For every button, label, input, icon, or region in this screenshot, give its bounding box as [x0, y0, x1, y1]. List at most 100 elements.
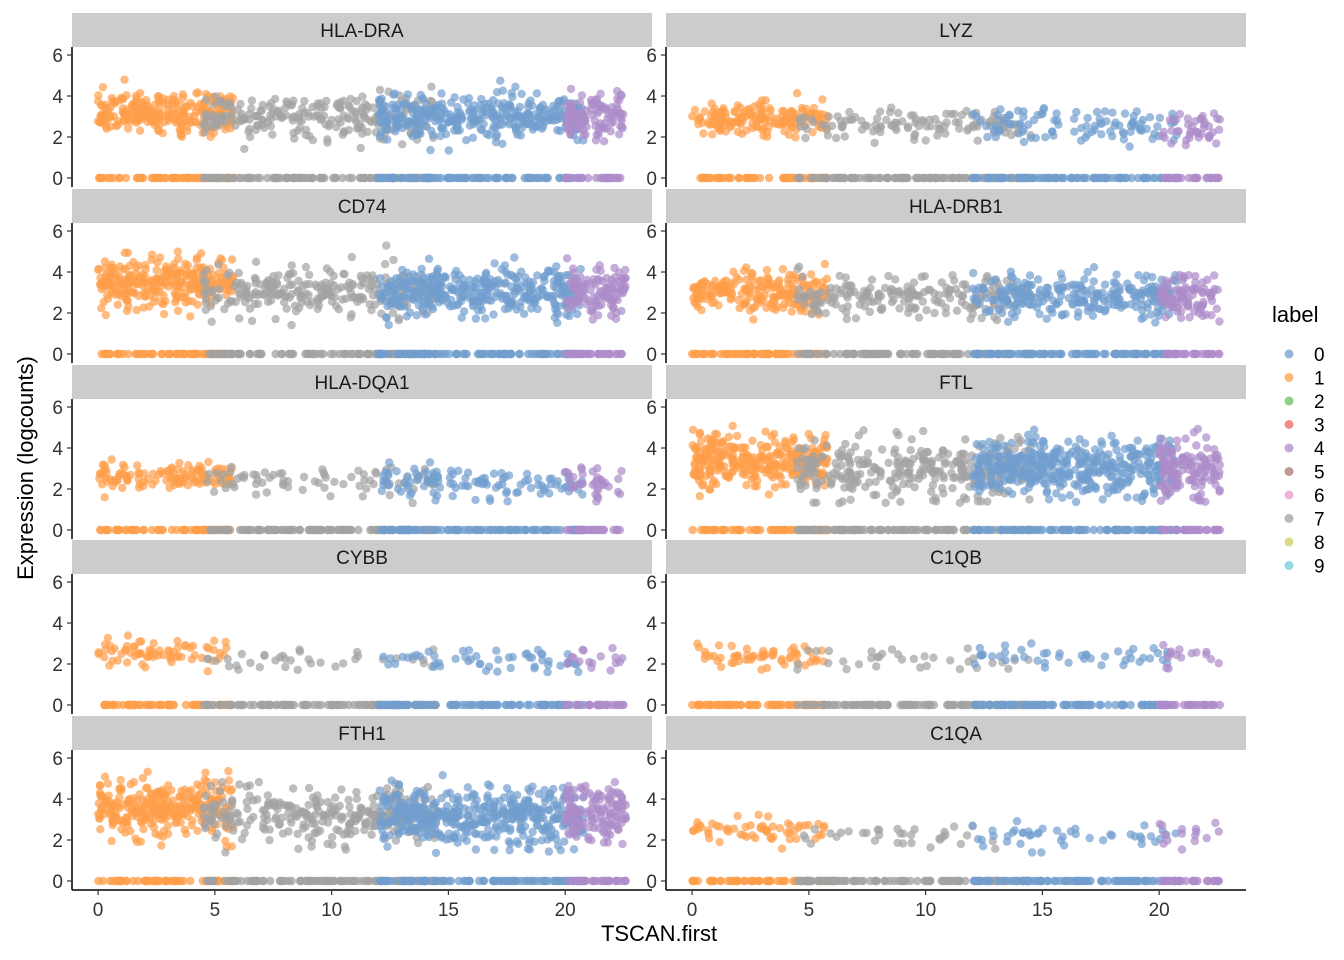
data-point [201, 95, 211, 104]
data-point [403, 90, 412, 99]
data-point [206, 132, 215, 142]
data-point [508, 92, 517, 102]
data-point [1093, 289, 1103, 298]
data-point [178, 478, 187, 487]
data-point [166, 349, 175, 359]
data-point [991, 275, 1001, 284]
data-point [158, 525, 167, 535]
data-point [263, 173, 272, 183]
data-point [434, 100, 443, 110]
data-point [795, 114, 804, 123]
data-point [579, 125, 588, 135]
data-point [222, 173, 231, 183]
data-point [412, 118, 421, 128]
data-point [356, 143, 365, 153]
data-point [448, 491, 457, 501]
data-point [235, 314, 244, 323]
data-point [1083, 113, 1092, 123]
data-point [317, 525, 326, 535]
data-point [321, 120, 330, 129]
data-point [355, 481, 364, 491]
data-point [123, 124, 133, 133]
data-point [910, 135, 919, 144]
data-point [578, 470, 587, 479]
data-point [454, 466, 463, 475]
data-point [1125, 142, 1134, 151]
data-point [997, 173, 1007, 183]
data-point [950, 109, 959, 119]
data-point [383, 282, 393, 292]
data-point [770, 429, 779, 439]
data-point [208, 285, 217, 295]
data-point [612, 525, 622, 535]
data-point [101, 310, 111, 320]
data-point [688, 112, 697, 121]
data-point [333, 285, 342, 294]
facet-strip-label: FTL [939, 373, 973, 394]
data-point [534, 113, 544, 122]
data-point [573, 349, 583, 359]
data-point [1035, 289, 1044, 298]
data-point [149, 280, 158, 290]
data-point [152, 266, 161, 275]
data-point [322, 264, 332, 273]
data-point [721, 108, 730, 118]
data-point [384, 469, 393, 478]
data-point [861, 292, 871, 301]
data-point [1133, 349, 1142, 359]
y-tick-label: 0 [52, 345, 63, 366]
data-point [309, 349, 318, 359]
data-point [761, 349, 770, 359]
data-point [1013, 173, 1022, 183]
y-tick-label: 6 [646, 222, 657, 243]
data-point [288, 116, 297, 125]
data-points [688, 89, 1225, 183]
data-point [298, 485, 307, 495]
data-point [918, 297, 927, 306]
data-point [451, 275, 460, 284]
data-point [555, 96, 564, 106]
data-point [411, 469, 421, 478]
data-point [592, 130, 601, 140]
data-point [167, 525, 177, 535]
data-point [239, 473, 249, 483]
data-point [498, 105, 507, 114]
data-point [390, 89, 399, 98]
data-point [148, 349, 158, 359]
data-point [185, 312, 195, 321]
data-point [565, 349, 574, 359]
data-point [139, 525, 148, 535]
data-point [214, 269, 223, 278]
data-point [273, 291, 282, 300]
data-point [857, 125, 867, 134]
facet-strip-label: HLA-DRA [320, 21, 404, 42]
data-point [301, 280, 311, 289]
data-point [297, 290, 306, 300]
data-point [869, 297, 878, 306]
data-point [749, 276, 758, 286]
data-point [121, 295, 131, 304]
data-point [1003, 317, 1013, 326]
data-point [520, 282, 529, 291]
data-point [1091, 349, 1101, 359]
data-point [768, 279, 777, 288]
y-tick-label: 4 [52, 263, 63, 284]
data-point [287, 100, 297, 110]
data-point [840, 132, 849, 141]
data-point [1188, 349, 1198, 359]
data-point [562, 254, 572, 263]
data-point [505, 120, 514, 129]
y-tick-label: 0 [646, 345, 657, 366]
data-point [1068, 173, 1078, 183]
data-point [984, 173, 994, 183]
data-point [255, 349, 264, 359]
data-point [491, 525, 500, 535]
data-point [99, 111, 108, 120]
data-point [991, 121, 1001, 130]
data-point [162, 476, 171, 485]
data-point [545, 525, 554, 535]
data-point [212, 293, 221, 302]
data-point [1023, 280, 1033, 289]
data-point [218, 112, 227, 121]
data-point [976, 117, 985, 126]
